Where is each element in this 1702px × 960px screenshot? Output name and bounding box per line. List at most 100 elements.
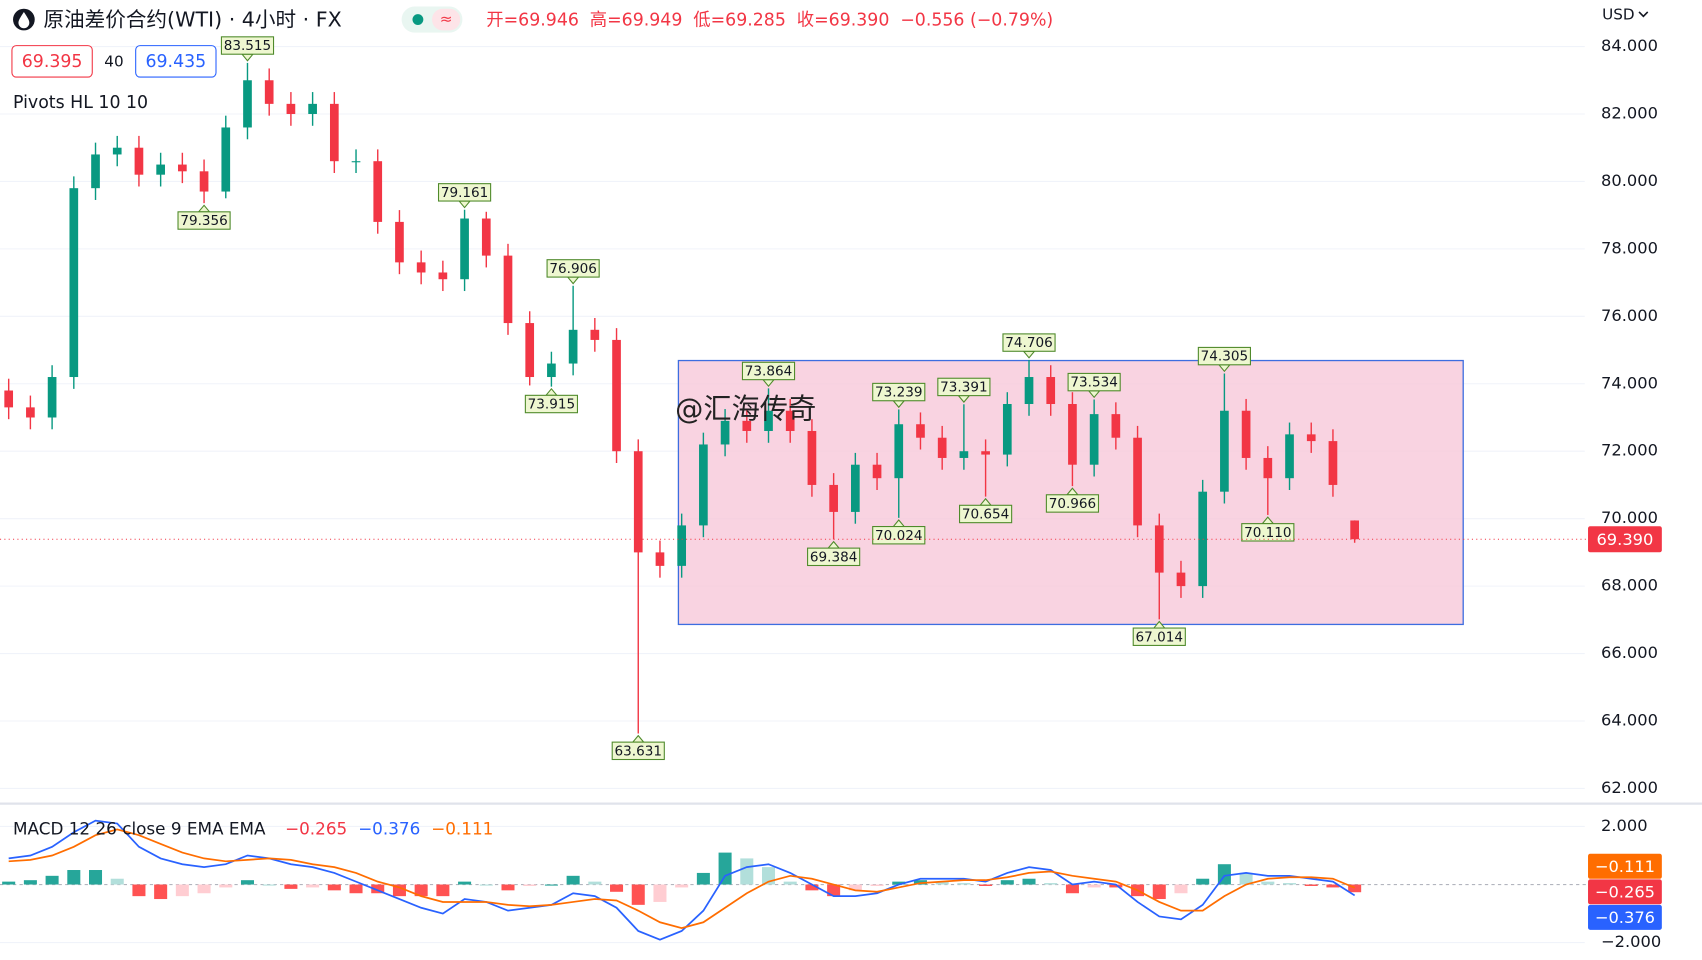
- histogram-bar: [1174, 884, 1188, 894]
- indicator-label[interactable]: Pivots HL 10 10: [13, 93, 148, 113]
- buy-button[interactable]: [135, 45, 217, 78]
- ohlc-value: 收=69.390: [797, 11, 890, 31]
- histogram-bar: [696, 872, 710, 885]
- pivot-box: [437, 183, 492, 202]
- last-price-label: 69.390: [1596, 530, 1653, 549]
- pivot-box: [1241, 523, 1295, 542]
- pivot-box: [220, 36, 275, 55]
- candle-body: [1024, 377, 1034, 405]
- candle-body: [829, 484, 838, 512]
- histogram-bar: [1065, 884, 1079, 894]
- histogram-bar: [1348, 884, 1362, 893]
- histogram-bar: [371, 884, 385, 894]
- histogram-bar: [306, 884, 320, 888]
- y-tick-label: −2.000: [1601, 932, 1661, 951]
- histogram-bar: [718, 852, 732, 885]
- histogram-bar: [892, 881, 906, 885]
- signal-line: [8, 828, 1355, 929]
- pivot-label: 70.024: [875, 528, 922, 544]
- candle-body: [916, 424, 925, 438]
- histogram-bar: [175, 884, 189, 897]
- candle-body: [851, 464, 860, 512]
- histogram-bar: [1109, 884, 1123, 888]
- histogram-bar: [1304, 884, 1318, 886]
- candle-body: [329, 103, 339, 162]
- pivot-label: 63.631: [615, 743, 662, 759]
- watermark: @汇海传奇: [675, 392, 816, 425]
- sell-button[interactable]: [11, 45, 93, 78]
- histogram-bar: [1000, 880, 1014, 885]
- currency-caret: [1638, 11, 1649, 18]
- y-tick-label: 66.000: [1601, 643, 1658, 662]
- currency[interactable]: USD: [1602, 6, 1634, 24]
- macd-value: −0.376: [358, 819, 420, 839]
- pivot-box: [807, 547, 861, 567]
- candle-body: [47, 377, 57, 418]
- pivot-box: [959, 504, 1013, 524]
- candle-body: [134, 147, 144, 175]
- histogram-bar: [479, 884, 493, 886]
- candle-body: [677, 525, 687, 566]
- pivot-label: 73.915: [528, 397, 575, 413]
- histogram-bar: [45, 875, 59, 885]
- pivot-label: 73.864: [745, 364, 792, 380]
- pivot-box: [872, 382, 926, 402]
- y-tick-label: 2.000: [1601, 816, 1648, 835]
- histogram-bar: [262, 884, 276, 886]
- histogram-bar: [631, 884, 645, 905]
- macd-tag: [1588, 853, 1662, 879]
- buy-price: 69.435: [145, 52, 206, 72]
- histogram-bar: [935, 881, 949, 885]
- pivot-label: 67.014: [1136, 629, 1183, 645]
- status-dot: [412, 14, 424, 25]
- histogram-bar: [436, 884, 450, 897]
- candle-body: [199, 171, 209, 192]
- histogram-bar: [89, 870, 103, 885]
- candle-body: [1089, 414, 1099, 465]
- macd-value: −0.111: [431, 819, 493, 839]
- histogram-bar: [1152, 884, 1166, 900]
- histogram-bar: [848, 884, 862, 891]
- histogram-bar: [1022, 878, 1036, 885]
- histogram-bar: [1044, 883, 1058, 885]
- pivot-label: 83.515: [224, 38, 271, 54]
- histogram-bar: [1196, 878, 1210, 885]
- candle-body: [373, 161, 383, 222]
- candle-body: [1306, 434, 1316, 442]
- pivot-box: [524, 394, 579, 414]
- macd-tag-label: −0.376: [1595, 908, 1655, 927]
- candle-body: [590, 329, 600, 340]
- candle-body: [742, 420, 752, 431]
- y-tick-label: 84.000: [1601, 36, 1658, 55]
- candle-body: [872, 464, 882, 479]
- candle-body: [568, 329, 578, 364]
- macd-tag: [1588, 904, 1662, 930]
- ohlc-values: 开=69.946 高=69.949 低=69.285 收=69.390 −0.556 (…: [486, 11, 1053, 31]
- candle-body: [395, 221, 404, 263]
- candle-body: [1328, 441, 1338, 485]
- histogram-bar: [1087, 884, 1101, 888]
- candle-body: [785, 410, 795, 431]
- pivot-box: [1132, 627, 1186, 646]
- candle-body: [1002, 404, 1012, 455]
- macd-title: MACD 12 26 close 9 EMA EMA: [13, 819, 266, 839]
- histogram-bar: [1283, 883, 1297, 885]
- candle-body: [525, 323, 535, 378]
- candle-body: [26, 407, 35, 418]
- histogram-bar: [2, 881, 16, 885]
- candle-body: [156, 164, 165, 175]
- last-price-tag: [1588, 526, 1662, 553]
- histogram-bar: [23, 880, 37, 885]
- histogram-bar: [132, 884, 146, 897]
- y-tick-label: 74.000: [1601, 373, 1658, 392]
- candle-body: [221, 127, 231, 192]
- candle-body: [894, 424, 904, 479]
- histogram-bar: [675, 884, 689, 888]
- y-tick-label: 72.000: [1601, 441, 1658, 460]
- candle-body: [351, 161, 361, 163]
- candle-body: [1111, 414, 1121, 438]
- y-tick-label: 68.000: [1601, 576, 1658, 595]
- symbol-title[interactable]: 原油差价合约(WTI) · 4小时 · FX: [43, 8, 341, 32]
- ohlc-value: 高=69.949: [590, 11, 683, 31]
